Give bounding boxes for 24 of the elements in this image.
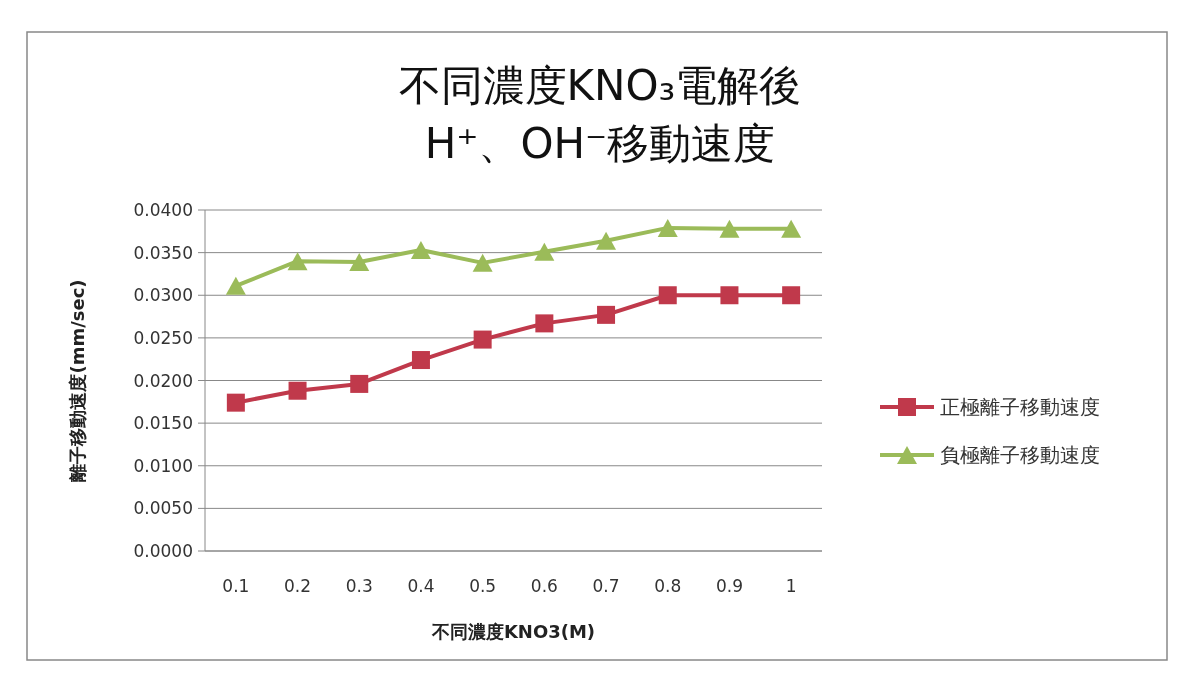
y-tick-label: 0.0050 bbox=[133, 498, 193, 519]
y-tick-label: 0.0350 bbox=[133, 242, 193, 263]
x-tick-label: 0.3 bbox=[345, 576, 373, 596]
y-tick-label: 0.0150 bbox=[133, 413, 193, 434]
x-tick-label: 0.8 bbox=[654, 576, 682, 596]
legend-label: 正極離子移動速度 bbox=[940, 395, 1100, 419]
y-tick-label: 0.0250 bbox=[133, 327, 193, 348]
x-tick-label: 0.9 bbox=[715, 576, 743, 596]
y-axis-title: 離子移動速度(mm/sec) bbox=[67, 279, 88, 483]
x-tick-label: 0.5 bbox=[469, 576, 497, 596]
x-axis-title: 不同濃度KNO3(M) bbox=[430, 621, 596, 642]
y-tick-label: 0.0100 bbox=[133, 455, 193, 476]
x-tick-label: 1 bbox=[785, 576, 797, 596]
y-tick-label: 0.0200 bbox=[133, 370, 193, 391]
x-tick-label: 0.1 bbox=[222, 576, 250, 596]
y-tick-label: 0.0300 bbox=[133, 285, 193, 306]
x-tick-label: 0.2 bbox=[284, 576, 312, 596]
y-tick-label: 0.0000 bbox=[133, 541, 193, 561]
legend-label: 負極離子移動速度 bbox=[940, 443, 1100, 467]
y-tick-label: 0.0400 bbox=[133, 200, 193, 220]
x-tick-label: 0.6 bbox=[530, 576, 558, 596]
x-tick-label: 0.7 bbox=[592, 576, 620, 596]
x-tick-label: 0.4 bbox=[407, 576, 435, 596]
chart-title: 不同濃度KNO₃電解後 H⁺、OH⁻移動速度 bbox=[398, 61, 802, 168]
